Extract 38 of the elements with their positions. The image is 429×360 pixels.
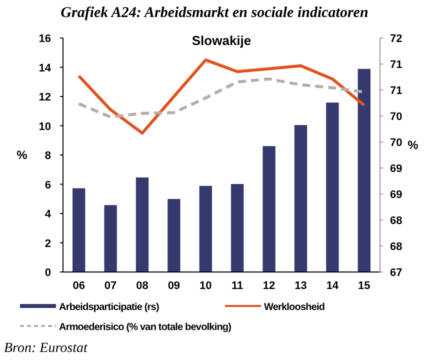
x-tick-label: 06 (72, 280, 85, 292)
x-tick-label: 08 (136, 280, 148, 292)
y2-tick-label: 68 (390, 240, 402, 253)
x-tick-label: 11 (232, 280, 244, 292)
y-tick-label: 10 (38, 120, 51, 133)
y-tick-label: 16 (38, 33, 51, 45)
y2-tick-label: 68 (390, 215, 402, 228)
x-tick-label: 14 (326, 280, 340, 292)
chart-title: Grafiek A24: Arbeidsmarkt en sociale indicatoren (60, 5, 368, 21)
y2-axis-title: % (408, 138, 419, 152)
x-tick-label: 10 (200, 280, 212, 292)
x-tick-label: 09 (168, 280, 180, 292)
x-tick-label: 12 (262, 280, 276, 292)
y2-tick-label: 71 (390, 59, 402, 72)
y-tick-label: 2 (44, 238, 51, 250)
line-series (77, 58, 366, 135)
y2-tick-label: 71 (390, 84, 402, 97)
y-tick-label: 6 (44, 179, 51, 192)
y-tick-label: 0 (44, 267, 51, 279)
y-tick-label: 8 (44, 150, 51, 162)
legend-label: Armoederisico (% van totale bevolking) (59, 322, 232, 333)
y2-tick-label: 70 (390, 136, 402, 149)
x-tick-label: 07 (104, 280, 117, 292)
x-tick-label: 15 (358, 280, 370, 292)
legend-label: Arbeidsparticipatie (rs) (59, 302, 159, 313)
chart-subtitle: Slowakije (192, 33, 252, 48)
y-tick-label: 14 (38, 62, 52, 74)
y-tick-label: 4 (44, 208, 52, 220)
y-tick-label: 12 (38, 92, 51, 104)
y2-tick-label: 70 (390, 111, 402, 124)
text: Bron: Eurostat (4, 341, 88, 356)
x-tick-label: 13 (294, 280, 307, 292)
y2-tick-label: 69 (390, 188, 402, 201)
y2-tick-label: 72 (390, 33, 402, 45)
legend-label: Werkloosheid (264, 302, 325, 313)
y-axis-title: % (16, 148, 28, 162)
y2-tick-label: 69 (390, 163, 402, 176)
y2-tick-label: 67 (390, 267, 402, 279)
